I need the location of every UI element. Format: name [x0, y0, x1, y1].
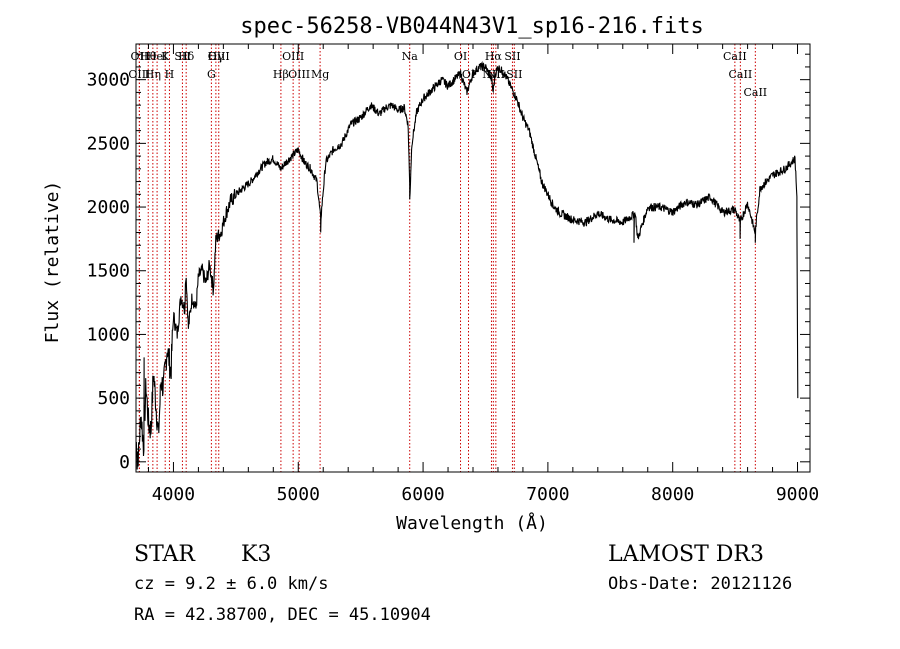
marker-label-26: CaII [743, 86, 767, 99]
x-tick-label-5: 9000 [776, 484, 819, 505]
line-markers [138, 44, 756, 472]
subclass-label: K3 [241, 542, 271, 567]
y-tick-label-5: 2500 [87, 133, 130, 154]
marker-label-1: OIII [128, 68, 150, 81]
marker-label-23: SII [506, 68, 522, 81]
spectrum-series-path [135, 60, 799, 470]
marker-label-16: Na [402, 50, 419, 63]
marker-label-14: OIII [288, 68, 310, 81]
y-tick-label-4: 2000 [87, 197, 130, 218]
y-tick-label-0: 0 [119, 452, 130, 473]
axes: 4000 5000 6000 7000 8000 9000 0 500 1000 1500 2000… [87, 43, 819, 505]
chart-title: spec-56258-VB044N43V1_sp16-216.fits [240, 14, 704, 39]
marker-label-10: Hγ [208, 50, 225, 63]
marker-label-4: HeI [147, 50, 167, 63]
obs-date-text: Obs-Date: 20121126 [608, 574, 792, 594]
marker-label-2: Hθ [140, 50, 157, 63]
x-tick-label-4: 8000 [651, 484, 694, 505]
marker-label-13: OIII [282, 50, 304, 63]
marker-label-3: Hη [145, 68, 161, 81]
survey-label: LAMOST DR3 [608, 542, 764, 567]
y-tick-label-1: 500 [97, 388, 130, 409]
marker-label-8: Hδ [178, 50, 195, 63]
plot-frame [135, 43, 811, 473]
marker-label-0: OII [131, 50, 149, 63]
x-tick-label-0: 4000 [152, 484, 195, 505]
marker-label-24: CaII [723, 50, 747, 63]
marker-label-22: SII [504, 50, 520, 63]
x-axis-label: Wavelength (Å) [396, 512, 548, 534]
y-tick-label-2: 1000 [87, 324, 130, 345]
x-tick-label-2: 6000 [401, 484, 444, 505]
coordinates-text: RA = 42.38700, DEC = 45.10904 [134, 605, 431, 625]
x-tick-label-3: 7000 [526, 484, 569, 505]
marker-label-6: H [165, 68, 175, 81]
y-tick-label-3: 1500 [87, 261, 130, 282]
marker-label-17: OI [454, 50, 467, 63]
redshift-text: cz = 9.2 ± 6.0 km/s [134, 574, 328, 594]
marker-label-25: CaII [729, 68, 753, 81]
marker-label-12: Hβ [273, 68, 289, 81]
class-label: STAR [134, 542, 196, 567]
marker-label-15: Mg [311, 68, 329, 81]
marker-label-5: K [161, 50, 170, 63]
spectrum-line [135, 60, 799, 470]
marker-label-20: Hα [485, 50, 503, 63]
y-axis-label: Flux (relative) [42, 181, 63, 344]
marker-label-9: G [207, 68, 216, 81]
marker-label-7: SII [174, 50, 190, 63]
marker-label-11: OIII [208, 50, 230, 63]
x-tick-label-1: 5000 [277, 484, 320, 505]
y-tick-label-6: 3000 [87, 70, 130, 91]
